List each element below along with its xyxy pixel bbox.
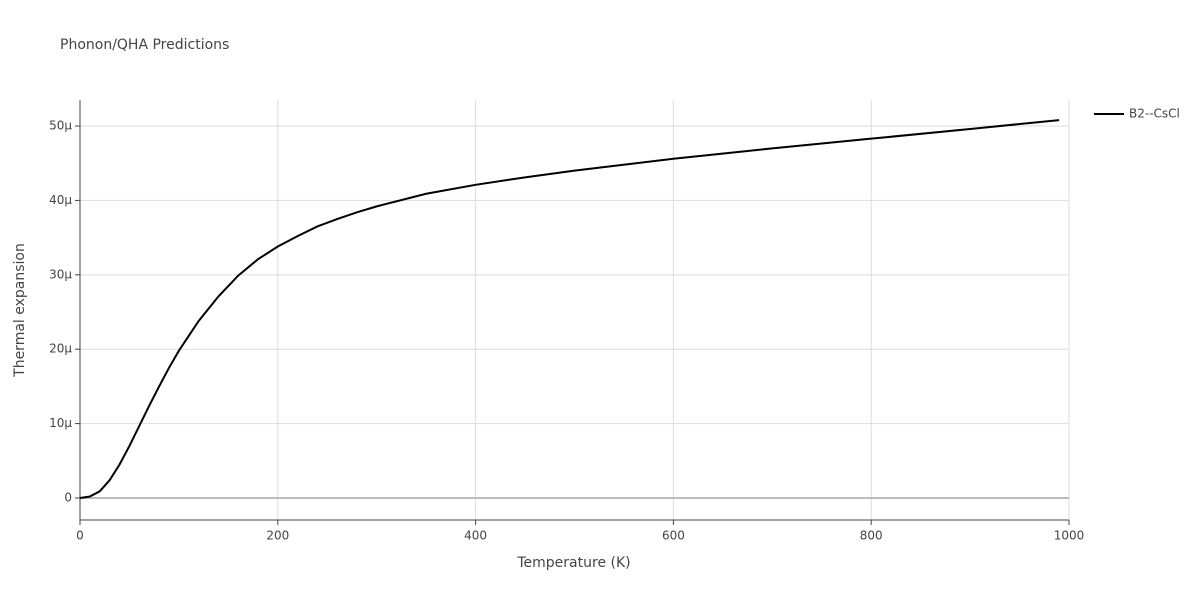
y-tick-label: 10μ — [49, 416, 72, 430]
x-tick-label: 0 — [76, 529, 84, 543]
legend-label: B2--CsCl — [1129, 107, 1180, 121]
y-tick-label: 30μ — [49, 267, 72, 281]
y-tick-label: 50μ — [49, 119, 72, 133]
x-tick-label: 1000 — [1054, 529, 1085, 543]
x-axis-label: Temperature (K) — [516, 555, 630, 571]
y-tick-label: 40μ — [49, 193, 72, 207]
x-tick-label: 200 — [266, 529, 289, 543]
x-tick-label: 600 — [662, 529, 685, 543]
y-axis-label: Thermal expansion — [12, 243, 28, 378]
y-tick-label: 20μ — [49, 342, 72, 356]
chart-title: Phonon/QHA Predictions — [60, 37, 229, 53]
data-line — [79, 119, 1060, 499]
x-tick-label: 400 — [464, 529, 487, 543]
x-tick-label: 800 — [860, 529, 883, 543]
y-tick-label: 0 — [64, 490, 72, 504]
